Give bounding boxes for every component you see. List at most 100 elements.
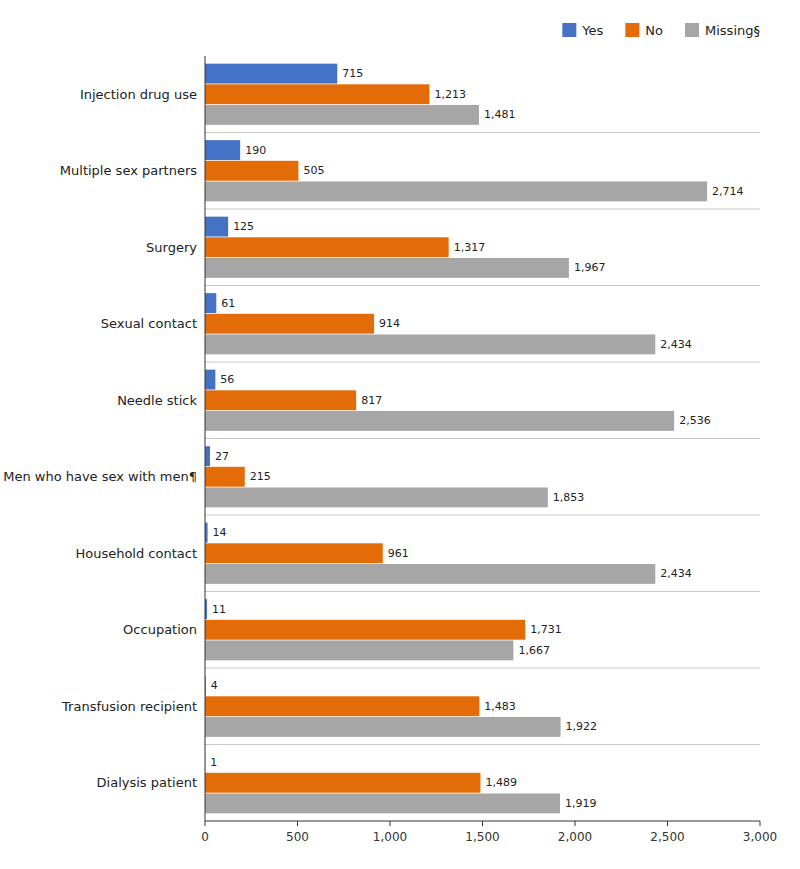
axes: 0 500 1,000 1,500 2,000 2,500 3,000 Injection d…: [3, 56, 777, 844]
data-label: 27: [215, 450, 229, 463]
data-label: 505: [303, 164, 324, 177]
x-tick-label: 2,500: [650, 830, 684, 844]
data-label: 2,434: [660, 338, 692, 351]
data-label: 14: [213, 526, 227, 539]
category-label: Surgery: [146, 240, 197, 255]
data-label: 715: [342, 67, 363, 80]
group-separator: [205, 362, 760, 363]
category-label: Transfusion recipient: [61, 699, 197, 714]
category-label: Sexual contact: [101, 316, 197, 331]
bar: [205, 446, 210, 466]
category-label: Needle stick: [117, 393, 197, 408]
group-separator: [205, 668, 760, 669]
bar: [205, 467, 245, 487]
category-label: Household contact: [75, 546, 197, 561]
category-label: Dialysis patient: [97, 775, 197, 790]
bar: [205, 293, 216, 313]
group-separator: [205, 209, 760, 210]
bar: [205, 105, 479, 125]
data-label: 2,714: [712, 185, 744, 198]
bar: [205, 640, 513, 660]
data-label: 4: [211, 679, 218, 692]
data-label: 961: [388, 547, 409, 560]
group-separator: [205, 132, 760, 133]
bar: [205, 64, 337, 84]
group-separator: [205, 591, 760, 592]
x-tick-label: 1,000: [373, 830, 407, 844]
legend-item: Yes: [562, 23, 603, 38]
x-tick-label: 0: [201, 830, 209, 844]
data-label: 190: [245, 144, 266, 157]
bar: [205, 161, 298, 181]
data-label: 2,434: [660, 567, 692, 580]
data-label: 1,317: [454, 241, 486, 254]
data-label: 817: [361, 394, 382, 407]
x-tick: [667, 821, 668, 826]
bar: [205, 793, 560, 813]
data-label: 56: [220, 373, 234, 386]
data-label: 11: [212, 603, 226, 616]
bar: [205, 487, 548, 507]
x-tick: [760, 821, 761, 826]
bar: [205, 773, 480, 793]
data-label: 1,919: [565, 797, 597, 810]
chart: 7151901256156271411411,2135051,317914817…: [0, 0, 800, 869]
group-separator: [205, 515, 760, 516]
group-separator: [205, 744, 760, 745]
legend-label: No: [645, 23, 663, 38]
legend-item: Missing§: [685, 23, 760, 38]
bar: [205, 181, 707, 201]
data-label: 215: [250, 470, 271, 483]
bar: [205, 543, 383, 563]
x-tick: [575, 821, 576, 826]
data-label: 1,481: [484, 108, 516, 121]
x-tick: [205, 821, 206, 826]
legend-swatch: [685, 23, 699, 37]
data-label: 125: [233, 220, 254, 233]
bar: [205, 237, 449, 257]
bar: [205, 370, 215, 390]
category-label: Injection drug use: [80, 87, 197, 102]
bar: [205, 564, 655, 584]
category-label: Occupation: [123, 622, 197, 637]
bar: [205, 696, 479, 716]
data-label: 1,489: [485, 776, 516, 789]
bar: [205, 217, 228, 237]
legend-label: Missing§: [705, 23, 760, 38]
bar: [205, 334, 655, 354]
group-separator: [205, 285, 760, 286]
bar: [205, 314, 374, 334]
data-label: 1,667: [518, 644, 550, 657]
data-label: 914: [379, 317, 400, 330]
legend-swatch: [625, 23, 639, 37]
bar: [205, 84, 429, 104]
x-tick-label: 1,500: [465, 830, 499, 844]
data-label: 1: [210, 756, 217, 769]
x-tick: [297, 821, 298, 826]
bar: [205, 411, 674, 431]
bar: [205, 390, 356, 410]
category-label: Multiple sex partners: [60, 163, 197, 178]
data-labels: 7151901256156271411411,2135051,317914817…: [210, 67, 743, 810]
legend-label: Yes: [581, 23, 603, 38]
category-label: Men who have sex with men¶: [3, 469, 197, 484]
group-separators: [205, 133, 760, 745]
bar: [205, 140, 240, 160]
data-label: 1,922: [566, 720, 598, 733]
x-tick: [390, 821, 391, 826]
bar: [205, 717, 561, 737]
x-tick-label: 3,000: [743, 830, 777, 844]
data-label: 1,213: [434, 88, 466, 101]
legend-item: No: [625, 23, 663, 38]
data-label: 1,483: [484, 700, 515, 713]
data-label: 1,853: [553, 491, 585, 504]
data-label: 1,731: [530, 623, 562, 636]
x-tick-label: 500: [286, 830, 309, 844]
x-tick: [482, 821, 483, 826]
legend: Yes No Missing§: [562, 23, 760, 38]
bar: [205, 620, 525, 640]
y-axis-line: [205, 56, 206, 821]
group-separator: [205, 438, 760, 439]
x-tick-label: 2,000: [558, 830, 592, 844]
data-label: 2,536: [679, 414, 711, 427]
